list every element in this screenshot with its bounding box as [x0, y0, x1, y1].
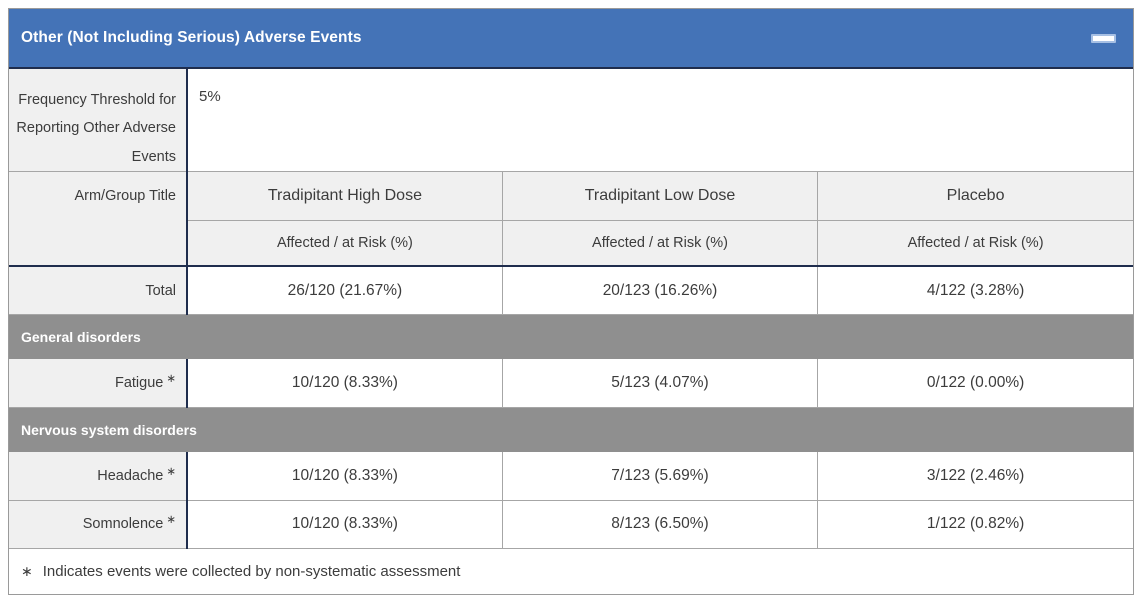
event-value-high-dose: 10/120 (8.33%) [186, 500, 503, 549]
event-term-label: Somnolence ∗ [9, 500, 188, 549]
panel-header[interactable]: Other (Not Including Serious) Adverse Ev… [9, 9, 1133, 69]
frequency-threshold-value: 5% [187, 69, 1133, 172]
event-row-fatigue: Fatigue ∗ 10/120 (8.33%) 5/123 (4.07%) 0/… [9, 359, 1133, 408]
subheader-affected-at-risk: Affected / at Risk (%) [817, 220, 1133, 268]
footnote-marker-icon: ∗ [166, 373, 176, 386]
event-value-low-dose: 8/123 (6.50%) [501, 500, 818, 549]
footnote-marker-icon: ∗ [166, 466, 176, 479]
event-value-high-dose: 10/120 (8.33%) [186, 359, 503, 408]
affected-at-risk-subheader-row: Affected / at Risk (%) Affected / at Ris… [9, 220, 1133, 268]
event-value-placebo: 1/122 (0.82%) [817, 500, 1133, 549]
total-label: Total [9, 266, 188, 315]
footnote-marker-icon: ∗ [21, 563, 33, 580]
event-row-somnolence: Somnolence ∗ 10/120 (8.33%) 8/123 (6.50%)… [9, 500, 1133, 549]
event-row-headache: Headache ∗ 10/120 (8.33%) 7/123 (5.69%) 3… [9, 452, 1133, 501]
total-value-placebo: 4/122 (3.28%) [817, 266, 1133, 315]
total-value-low-dose: 20/123 (16.26%) [501, 266, 818, 315]
footnote-row: ∗ Indicates events were collected by non-… [9, 548, 1133, 595]
total-value-high-dose: 26/120 (21.67%) [186, 266, 503, 315]
arm-group-header-row: Arm/Group Title Tradipitant High Dose Tr… [9, 171, 1133, 268]
event-value-low-dose: 5/123 (4.07%) [501, 359, 818, 408]
footnote-text: Indicates events were collected by non-s… [42, 563, 461, 581]
subheader-affected-at-risk: Affected / at Risk (%) [186, 220, 503, 268]
event-term: Headache [97, 468, 164, 485]
adverse-events-panel: Other (Not Including Serious) Adverse Ev… [8, 8, 1134, 596]
section-band-label: General disorders [9, 314, 1133, 360]
event-term: Somnolence [82, 516, 164, 533]
event-value-placebo: 0/122 (0.00%) [817, 359, 1133, 408]
event-value-high-dose: 10/120 (8.33%) [186, 452, 503, 501]
arm-column-header-placebo: Placebo [817, 171, 1133, 221]
arm-group-title-label: Arm/Group Title [9, 171, 188, 268]
section-band-nervous-system-disorders: Nervous system disorders [9, 407, 1133, 453]
collapse-minus-icon[interactable] [1091, 33, 1116, 43]
panel-title: Other (Not Including Serious) Adverse Ev… [21, 29, 362, 46]
footnote-marker-icon: ∗ [166, 514, 176, 527]
event-value-low-dose: 7/123 (5.69%) [501, 452, 818, 501]
total-row: Total 26/120 (21.67%) 20/123 (16.26%) 4/… [9, 266, 1133, 315]
arm-column-header-low-dose: Tradipitant Low Dose [501, 171, 818, 221]
frequency-threshold-label: Frequency Threshold for Reporting Other … [9, 69, 188, 172]
section-band-label: Nervous system disorders [9, 407, 1133, 453]
subheader-affected-at-risk: Affected / at Risk (%) [501, 220, 818, 268]
section-band-general-disorders: General disorders [9, 314, 1133, 360]
adverse-events-table: Frequency Threshold for Reporting Other … [9, 69, 1133, 595]
arm-column-header-high-dose: Tradipitant High Dose [186, 171, 503, 221]
footnote: ∗ Indicates events were collected by non-… [9, 548, 1133, 595]
event-value-placebo: 3/122 (2.46%) [817, 452, 1133, 501]
event-term-label: Headache ∗ [9, 452, 188, 501]
event-term-label: Fatigue ∗ [9, 359, 188, 408]
event-term: Fatigue [114, 375, 164, 392]
frequency-threshold-row: Frequency Threshold for Reporting Other … [9, 69, 1133, 172]
